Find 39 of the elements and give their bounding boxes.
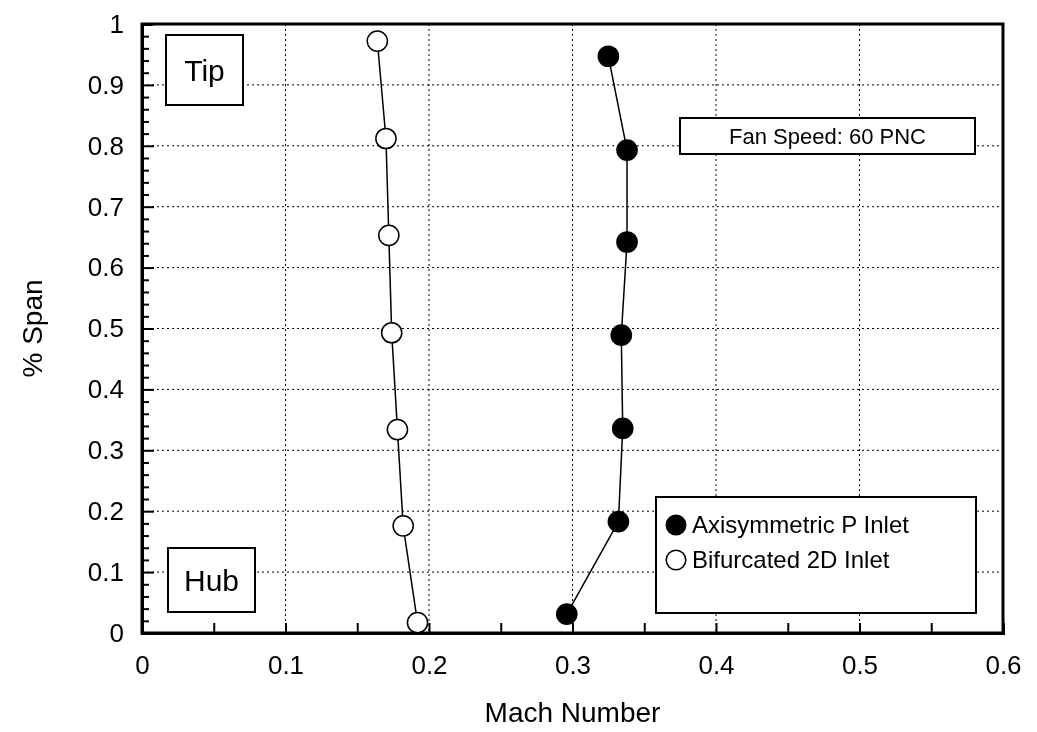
point [555, 603, 578, 625]
y-tick-label: 0.7 [87, 191, 124, 222]
x-tick-label: 0.1 [267, 650, 305, 681]
point [386, 418, 409, 441]
y-tick-label: 0.4 [87, 374, 124, 405]
annotation: Fan Speed: 60 PNC [729, 123, 927, 149]
legend-label: Bifurcated 2D Inlet [692, 546, 890, 574]
annotation: Hub [183, 563, 240, 597]
point [380, 321, 403, 344]
point [611, 417, 634, 440]
x-tick-label: 0.5 [841, 650, 879, 681]
point [375, 127, 397, 150]
y-tick-label: 0.2 [87, 496, 124, 527]
x-tick-label: 0.3 [554, 650, 592, 681]
annotation: Tip [184, 53, 225, 87]
y-tick-label: 0.6 [87, 252, 124, 283]
y-tick-label: 0.3 [87, 435, 124, 466]
y-tick-label: 0 [109, 617, 124, 648]
y-tick-label: 1 [109, 8, 124, 39]
y-tick-label: 0.1 [87, 556, 124, 587]
x-axis-title: Mach Number [484, 697, 661, 728]
point [366, 30, 389, 52]
y-axis-title: % Span [17, 279, 48, 378]
point [616, 139, 638, 161]
point [616, 231, 638, 253]
x-tick-label: 0 [135, 650, 150, 681]
y-tick-label: 0.5 [87, 313, 124, 344]
point [610, 324, 633, 347]
point [607, 510, 630, 533]
y-tick-label: 0.8 [87, 130, 124, 161]
legend-label: Axisymmetric P Inlet [692, 511, 910, 539]
point [406, 611, 429, 634]
x-tick-label: 0.4 [698, 650, 735, 681]
point [392, 514, 415, 537]
point [377, 224, 400, 247]
point [597, 45, 620, 68]
x-tick-label: 0.2 [411, 650, 448, 681]
x-tick-label: 0.6 [985, 650, 1022, 681]
y-tick-label: 0.9 [87, 69, 124, 100]
